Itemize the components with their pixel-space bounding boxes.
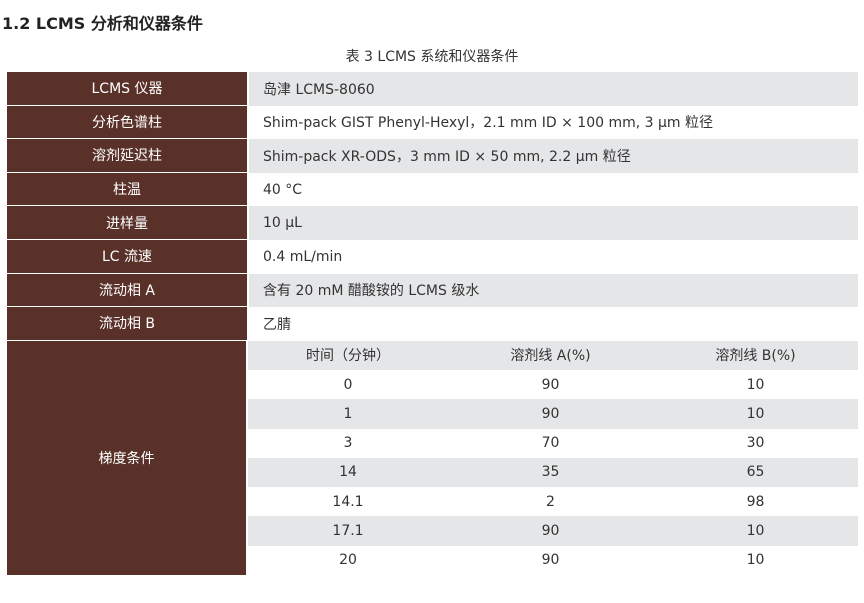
gradient-row: 0 90 10 [248, 370, 858, 399]
row-label: 流动相 A [7, 273, 247, 308]
gradient-cell: 90 [541, 552, 560, 569]
gradient-cell: 溶剂线 B(%) [715, 348, 796, 365]
row-value: 10 μL [249, 206, 858, 240]
table-row: 进样量 10 μL [7, 206, 858, 240]
table-row: 柱温 40 °C [7, 172, 858, 207]
gradient-cell: 10 [746, 522, 765, 539]
row-label: 进样量 [7, 206, 247, 240]
gradient-cell: 17.1 [332, 522, 364, 539]
gradient-cell: 70 [541, 435, 560, 452]
gradient-row: 17.1 90 10 [248, 516, 858, 546]
gradient-cell: 10 [746, 552, 765, 569]
row-value: 乙腈 [263, 316, 291, 333]
gradient-cell: 98 [746, 493, 765, 510]
section-heading: 1.2 LCMS 分析和仪器条件 [2, 14, 203, 33]
gradient-row: 3 70 30 [248, 429, 858, 458]
gradient-cell: 1 [343, 405, 353, 422]
gradient-cell: 35 [541, 464, 560, 481]
gradient-cell: 20 [339, 552, 357, 569]
table-row: LCMS 仪器 岛津 LCMS-8060 [7, 72, 858, 106]
table-row: 溶剂延迟柱 Shim-pack XR-ODS，3 mm ID × 50 mm, 2… [7, 139, 858, 173]
gradient-row: 14 35 65 [248, 457, 858, 487]
gradient-cell: 14.1 [332, 493, 364, 510]
gradient-cell: 溶剂线 A(%) [510, 348, 591, 365]
gradient-row: 1 90 10 [248, 399, 858, 429]
row-label: LCMS 仪器 [7, 72, 247, 106]
row-label: 流动相 B [7, 307, 247, 341]
row-label: LC 流速 [7, 239, 247, 274]
conditions-table: LCMS 仪器 岛津 LCMS-8060 分析色谱柱 Shim-pack GIST P… [7, 72, 858, 575]
table-row: 分析色谱柱 Shim-pack GIST Phenyl-Hexyl，2.1 mm … [7, 105, 858, 140]
gradient-cell: 90 [541, 405, 560, 422]
row-value: Shim-pack GIST Phenyl-Hexyl，2.1 mm ID × … [263, 115, 713, 132]
gradient-header-row: 时间（分钟） 溶剂线 A(%) 溶剂线 B(%) [248, 340, 858, 370]
gradient-section: 梯度条件 时间（分钟） 溶剂线 A(%) 溶剂线 B(%) 0 90 10 1 90 10 3 70… [7, 340, 858, 575]
row-label: 柱温 [7, 172, 247, 207]
gradient-cell: 10 [746, 405, 765, 422]
row-label: 分析色谱柱 [7, 105, 247, 140]
gradient-row: 20 90 10 [248, 546, 858, 575]
row-value: 40 °C [263, 181, 303, 198]
gradient-cell: 10 [746, 376, 765, 393]
gradient-cell: 14 [339, 464, 357, 481]
gradient-cell: 90 [541, 522, 560, 539]
gradient-cell: 0 [343, 376, 353, 393]
gradient-cell: 2 [546, 493, 555, 510]
row-value: 岛津 LCMS-8060 [249, 72, 858, 106]
gradient-label: 梯度条件 [7, 340, 246, 575]
table-row: 流动相 B 乙腈 [7, 307, 858, 341]
gradient-row: 14.1 2 98 [248, 487, 858, 516]
gradient-cell: 65 [746, 464, 765, 481]
gradient-cell: 90 [541, 376, 560, 393]
row-value: 含有 20 mM 醋酸铵的 LCMS 级水 [249, 273, 858, 308]
table-row: 流动相 A 含有 20 mM 醋酸铵的 LCMS 级水 [7, 273, 858, 308]
gradient-cell: 30 [746, 435, 765, 452]
gradient-cell: 时间（分钟） [306, 348, 390, 365]
table-row: LC 流速 0.4 mL/min [7, 239, 858, 274]
row-value: Shim-pack XR-ODS，3 mm ID × 50 mm, 2.2 μm… [249, 139, 858, 173]
gradient-cell: 3 [343, 435, 353, 452]
row-value: 0.4 mL/min [263, 248, 343, 265]
row-label: 溶剂延迟柱 [7, 139, 247, 173]
gradient-table: 时间（分钟） 溶剂线 A(%) 溶剂线 B(%) 0 90 10 1 90 10 3 70 30 14 3… [248, 340, 858, 575]
table-caption: 表 3 LCMS 系统和仪器条件 [345, 49, 519, 65]
